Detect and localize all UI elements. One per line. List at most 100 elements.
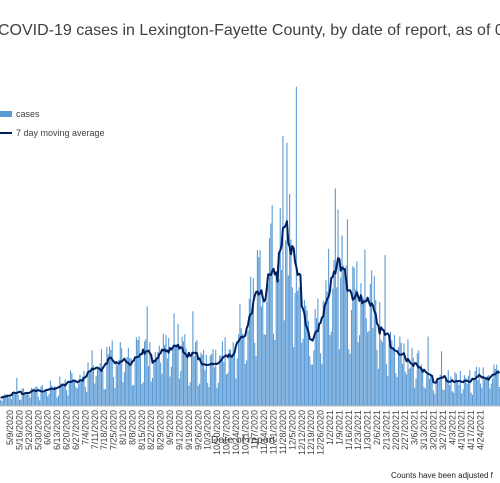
bar-cases	[61, 383, 64, 406]
bar-cases	[426, 374, 428, 406]
bar-cases	[497, 372, 499, 406]
bar-cases	[57, 395, 60, 406]
bar-cases	[418, 350, 420, 406]
bar-cases	[4, 394, 6, 406]
bar-cases	[363, 298, 365, 406]
x-tick-label: 12/19/2020	[306, 410, 316, 455]
bar-cases	[496, 364, 498, 406]
bar-cases	[80, 380, 82, 406]
bar-cases	[274, 340, 276, 406]
bar-cases	[125, 361, 127, 406]
bar-cases	[349, 354, 351, 406]
bar-cases	[278, 278, 280, 406]
bar-cases	[375, 300, 377, 406]
bar-cases	[272, 333, 275, 406]
x-tick-label: 8/15/2020	[137, 410, 147, 450]
bar-cases	[189, 382, 191, 406]
bar-cases	[283, 320, 285, 406]
bar-cases	[240, 328, 242, 406]
bar-cases	[86, 391, 88, 406]
x-tick-label: 6/20/2020	[62, 410, 72, 450]
bar-cases	[329, 335, 331, 406]
bar-cases	[432, 390, 435, 406]
bar-cases	[160, 362, 162, 406]
bar-cases	[371, 270, 373, 406]
bar-cases	[60, 383, 62, 406]
bar-cases	[407, 339, 409, 406]
bar-cases	[118, 359, 120, 406]
bar-cases	[78, 383, 80, 406]
bar-cases	[12, 394, 14, 406]
bar-cases	[224, 337, 226, 406]
x-tick-label: 6/27/2020	[71, 410, 81, 450]
bar-cases	[134, 358, 136, 406]
bar-cases	[492, 378, 494, 406]
bar-cases	[227, 373, 229, 406]
x-tick-label: 1/30/2021	[363, 410, 373, 450]
bar-cases	[246, 360, 248, 406]
bar-cases	[31, 387, 33, 406]
x-axis-title: Date of report	[211, 434, 275, 446]
bar-cases	[95, 375, 97, 406]
bar-cases	[314, 309, 316, 406]
bar-cases	[281, 269, 283, 406]
bar-cases	[90, 369, 92, 406]
bar-cases	[387, 375, 389, 406]
bar-cases	[414, 387, 416, 406]
bar-cases	[21, 388, 23, 406]
bar-cases	[49, 380, 51, 406]
legend-swatch-cases	[0, 111, 12, 117]
bar-cases	[400, 342, 402, 406]
bar-cases	[205, 354, 207, 406]
bar-cases	[307, 321, 310, 406]
bar-cases	[466, 383, 468, 406]
bar-cases	[235, 378, 237, 406]
bar-cases	[103, 389, 105, 406]
bar-cases	[458, 384, 460, 406]
bar-cases	[17, 394, 19, 406]
bar-cases	[164, 344, 166, 406]
bar-cases	[84, 387, 86, 406]
bar-cases	[233, 351, 236, 406]
bar-cases	[47, 396, 49, 406]
bar-cases	[395, 373, 397, 406]
x-tick-label: 2/20/2021	[391, 410, 401, 450]
bar-cases	[126, 356, 128, 406]
bar-cases	[435, 380, 437, 406]
bar-cases	[279, 208, 281, 406]
bar-cases	[285, 240, 287, 406]
bar-cases	[215, 349, 217, 406]
bar-cases	[260, 306, 262, 406]
bar-cases	[82, 376, 84, 406]
x-tick-label: 1/23/2021	[353, 410, 363, 450]
bar-cases	[490, 383, 492, 406]
x-tick-label: 3/27/2021	[438, 410, 448, 450]
bar-cases	[266, 301, 268, 406]
bar-cases	[411, 347, 413, 406]
bar-cases	[193, 356, 195, 406]
x-tick-label: 7/11/2020	[90, 410, 100, 449]
bar-cases	[293, 347, 295, 406]
x-tick-label: 5/23/2020	[24, 410, 34, 450]
bar-cases	[139, 356, 142, 406]
x-tick-label: 9/26/2020	[193, 410, 203, 450]
x-tick-label: 11/14/2020	[259, 410, 269, 454]
bar-cases	[360, 283, 362, 406]
footnote: Counts have been adjusted f	[391, 471, 494, 480]
bar-cases	[397, 347, 400, 406]
bar-cases	[217, 382, 219, 406]
bar-cases	[291, 287, 293, 406]
bar-cases	[37, 396, 39, 406]
bar-cases	[0, 399, 2, 406]
bar-cases	[219, 355, 221, 406]
bar-cases	[185, 348, 187, 406]
bar-cases	[326, 291, 328, 406]
x-tick-label: 1/16/2021	[344, 410, 354, 450]
bar-cases	[263, 334, 265, 406]
bar-cases	[96, 368, 98, 406]
x-tick-label: 4/3/2021	[447, 410, 457, 445]
bar-cases	[115, 361, 117, 406]
bar-cases	[244, 363, 246, 406]
bar-cases	[467, 375, 469, 406]
bar-cases	[325, 280, 327, 406]
